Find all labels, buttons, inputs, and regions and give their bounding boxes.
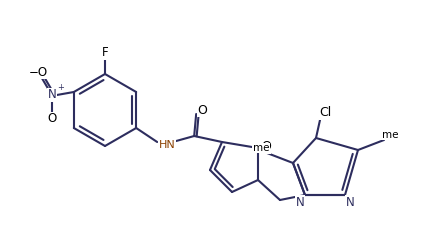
Text: me: me [253,143,269,153]
Text: N: N [346,195,354,208]
Text: me: me [382,130,398,140]
Text: O: O [261,141,271,153]
Text: F: F [102,46,108,60]
Text: HN: HN [159,140,175,150]
Text: −O: −O [28,65,47,79]
Text: O: O [47,112,57,125]
Text: O: O [197,103,207,117]
Text: +: + [57,82,64,91]
Text: N: N [296,195,304,208]
Text: Cl: Cl [319,106,331,120]
Text: N: N [48,88,56,102]
